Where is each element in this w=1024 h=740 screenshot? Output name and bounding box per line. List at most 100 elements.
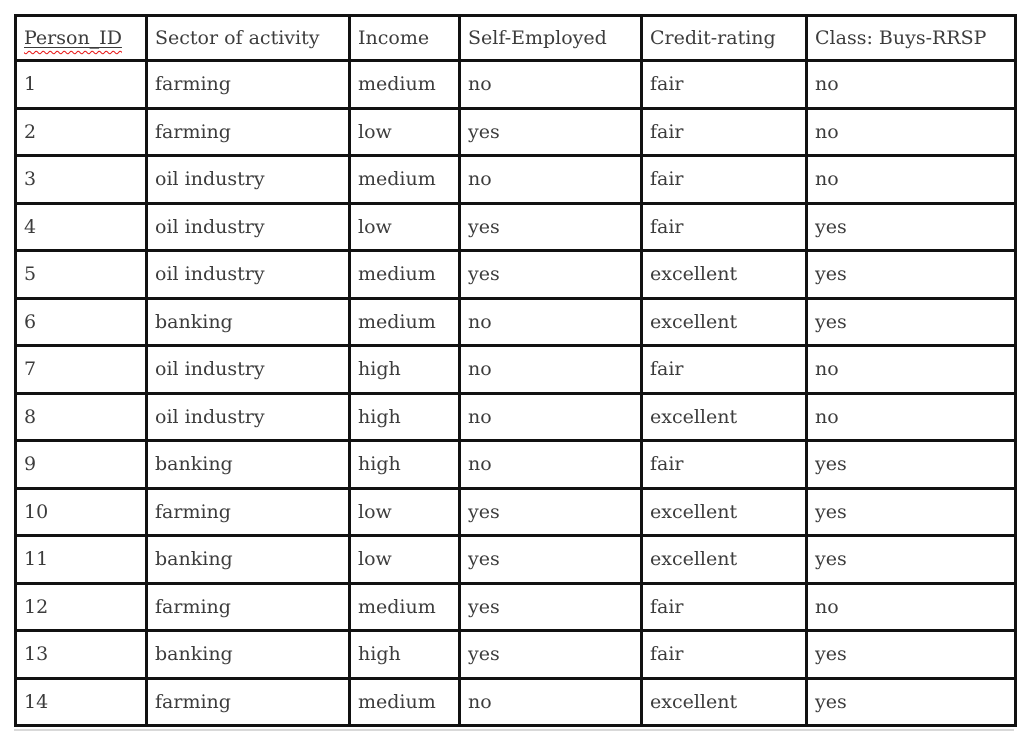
table-row: 12 farming medium yes fair no bbox=[14, 581, 1017, 632]
table-cell: yes bbox=[458, 106, 643, 157]
table-cell: medium bbox=[348, 296, 461, 347]
table-cell: no bbox=[805, 154, 1017, 205]
header-row: Person_ID Sector of activity Income Self-Em… bbox=[14, 14, 1017, 62]
table-row: 6 banking medium no excellent yes bbox=[14, 296, 1017, 347]
table-cell: fair bbox=[640, 154, 808, 205]
table-body: 1 farming medium no fair no 2 farming low yes fair… bbox=[14, 59, 1017, 727]
table-cell: no bbox=[805, 581, 1017, 632]
table-cell: yes bbox=[458, 534, 643, 585]
table-cell: no bbox=[805, 391, 1017, 442]
table-cell: yes bbox=[805, 296, 1017, 347]
table-cell: 3 bbox=[14, 154, 148, 205]
table-cell: medium bbox=[348, 59, 461, 110]
table-cell: no bbox=[458, 676, 643, 727]
table-cell: banking bbox=[145, 629, 351, 680]
table-row: 2 farming low yes fair no bbox=[14, 106, 1017, 157]
table-cell: high bbox=[348, 344, 461, 395]
table-cell: excellent bbox=[640, 296, 808, 347]
table-cell: no bbox=[805, 59, 1017, 110]
table-cell: no bbox=[458, 59, 643, 110]
data-table: Person_ID Sector of activity Income Self-Em… bbox=[14, 14, 1017, 727]
table-row: 11 banking low yes excellent yes bbox=[14, 534, 1017, 585]
table-cell: 2 bbox=[14, 106, 148, 157]
table-cell: 10 bbox=[14, 486, 148, 537]
table-row: 5 oil industry medium yes excellent yes bbox=[14, 249, 1017, 300]
table-cell: yes bbox=[458, 629, 643, 680]
table-row: 3 oil industry medium no fair no bbox=[14, 154, 1017, 205]
table-cell: fair bbox=[640, 201, 808, 252]
table-row: 8 oil industry high no excellent no bbox=[14, 391, 1017, 442]
table-cell: oil industry bbox=[145, 154, 351, 205]
table-cell: no bbox=[458, 296, 643, 347]
table-cell: oil industry bbox=[145, 249, 351, 300]
table-cell: oil industry bbox=[145, 344, 351, 395]
table-cell: fair bbox=[640, 344, 808, 395]
table-cell: medium bbox=[348, 676, 461, 727]
table-cell: excellent bbox=[640, 676, 808, 727]
table-cell: medium bbox=[348, 154, 461, 205]
table-cell: no bbox=[805, 106, 1017, 157]
table-cell: farming bbox=[145, 106, 351, 157]
table-cell: yes bbox=[805, 486, 1017, 537]
table-cell: oil industry bbox=[145, 201, 351, 252]
table-cell: excellent bbox=[640, 391, 808, 442]
table-row: 1 farming medium no fair no bbox=[14, 59, 1017, 110]
table-cell: yes bbox=[805, 249, 1017, 300]
header-cell: Income bbox=[348, 14, 461, 62]
table-cell: medium bbox=[348, 249, 461, 300]
table-cell: yes bbox=[458, 201, 643, 252]
table-row: 14 farming medium no excellent yes bbox=[14, 676, 1017, 727]
table-cell: no bbox=[458, 439, 643, 490]
table-cell: fair bbox=[640, 581, 808, 632]
table-row: 7 oil industry high no fair no bbox=[14, 344, 1017, 395]
table-cell: fair bbox=[640, 629, 808, 680]
table-cell: low bbox=[348, 534, 461, 585]
table-cell: fair bbox=[640, 439, 808, 490]
table-cell: high bbox=[348, 629, 461, 680]
table-row: 9 banking high no fair yes bbox=[14, 439, 1017, 490]
table-bottom-shadow bbox=[14, 729, 1014, 731]
table-cell: yes bbox=[805, 201, 1017, 252]
table-cell: 4 bbox=[14, 201, 148, 252]
table-cell: oil industry bbox=[145, 391, 351, 442]
table-cell: no bbox=[458, 154, 643, 205]
table-cell: 13 bbox=[14, 629, 148, 680]
table-cell: 1 bbox=[14, 59, 148, 110]
table-cell: yes bbox=[458, 581, 643, 632]
table-cell: 11 bbox=[14, 534, 148, 585]
table-cell: 14 bbox=[14, 676, 148, 727]
table-row: 10 farming low yes excellent yes bbox=[14, 486, 1017, 537]
table-cell: 7 bbox=[14, 344, 148, 395]
table-cell: farming bbox=[145, 581, 351, 632]
table-cell: yes bbox=[805, 534, 1017, 585]
table-cell: no bbox=[805, 344, 1017, 395]
table-cell: low bbox=[348, 106, 461, 157]
table-cell: fair bbox=[640, 59, 808, 110]
table-row: 4 oil industry low yes fair yes bbox=[14, 201, 1017, 252]
table-cell: farming bbox=[145, 676, 351, 727]
table-cell: low bbox=[348, 486, 461, 537]
table-cell: medium bbox=[348, 581, 461, 632]
table-cell: excellent bbox=[640, 534, 808, 585]
table-cell: 12 bbox=[14, 581, 148, 632]
table-cell: high bbox=[348, 439, 461, 490]
table-cell: yes bbox=[805, 629, 1017, 680]
table-row: 13 banking high yes fair yes bbox=[14, 629, 1017, 680]
header-cell: Sector of activity bbox=[145, 14, 351, 62]
table-cell: fair bbox=[640, 106, 808, 157]
table-cell: excellent bbox=[640, 249, 808, 300]
header-cell: Self-Employed bbox=[458, 14, 643, 62]
header-cell: Person_ID bbox=[14, 14, 148, 62]
table-cell: high bbox=[348, 391, 461, 442]
table-cell: banking bbox=[145, 534, 351, 585]
table-cell: yes bbox=[458, 249, 643, 300]
table-cell: 5 bbox=[14, 249, 148, 300]
spellcheck-flagged-text: Person_ID bbox=[24, 27, 122, 49]
header-cell: Credit-rating bbox=[640, 14, 808, 62]
table-cell: 8 bbox=[14, 391, 148, 442]
table-cell: low bbox=[348, 201, 461, 252]
table-cell: yes bbox=[458, 486, 643, 537]
header-cell: Class: Buys-RRSP bbox=[805, 14, 1017, 62]
table-cell: farming bbox=[145, 59, 351, 110]
